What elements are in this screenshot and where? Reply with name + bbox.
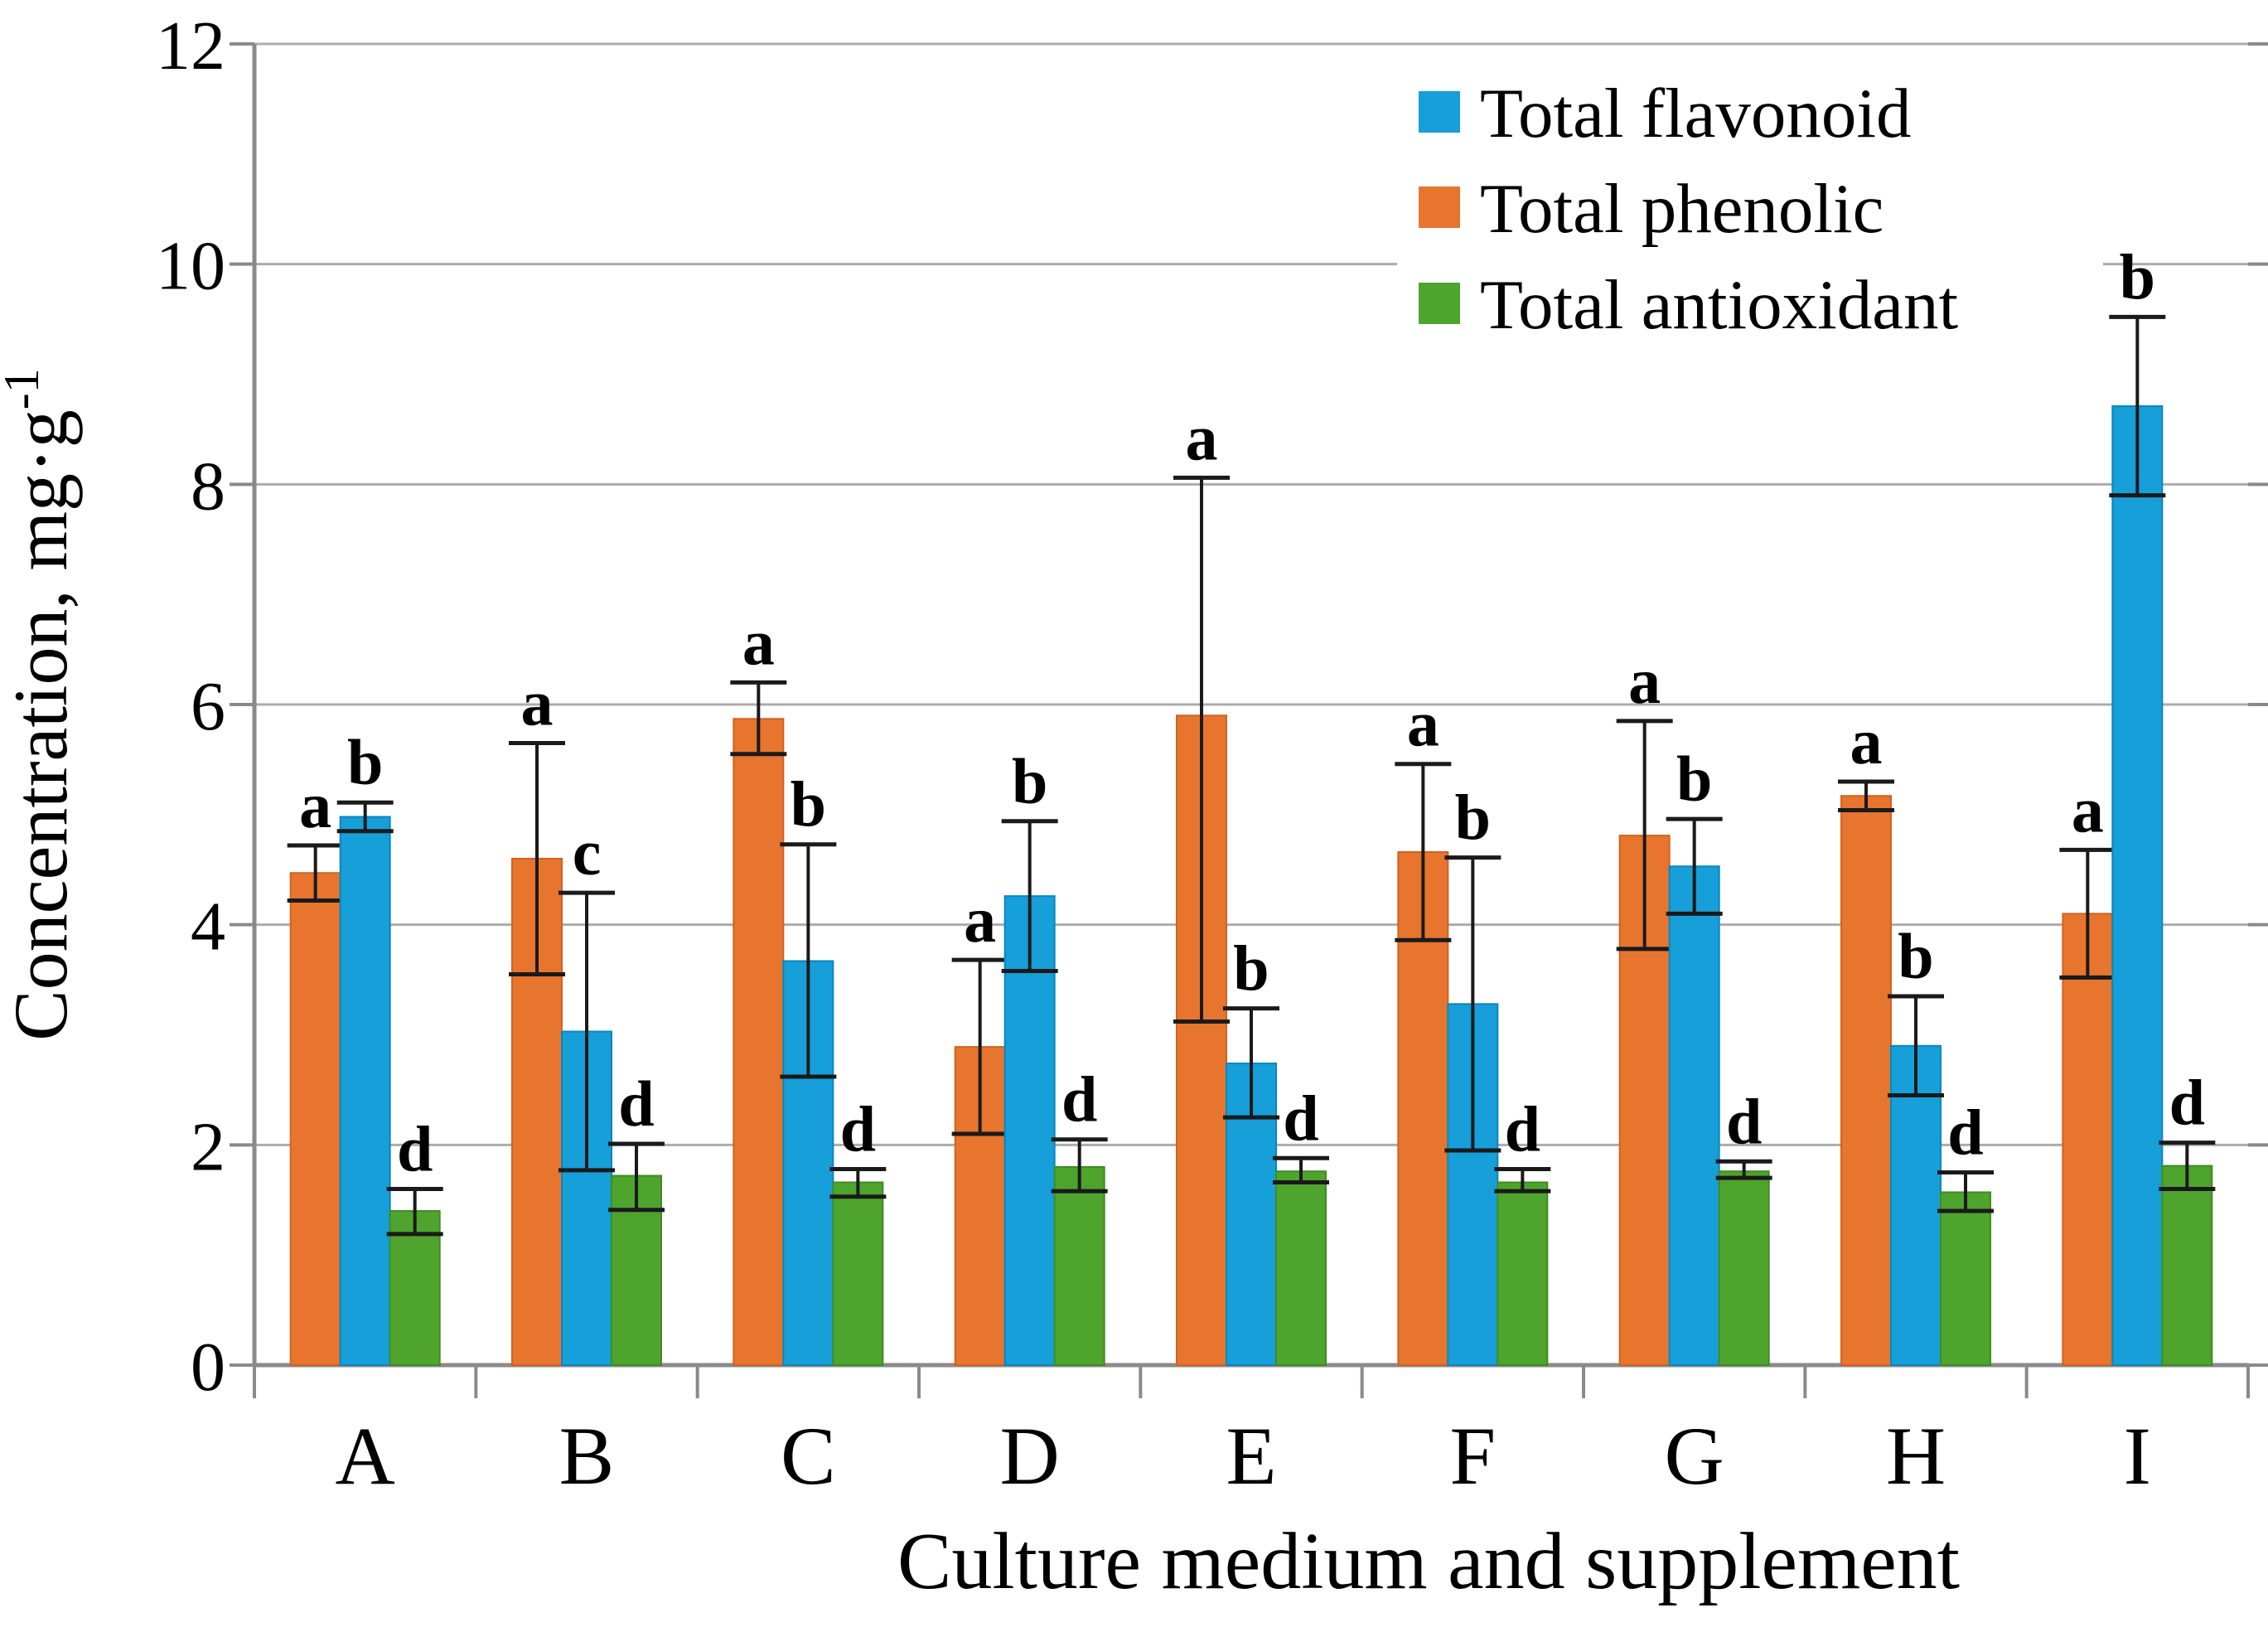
- bar-total-phenolic-I: [2062, 913, 2114, 1366]
- bar-total-antioxidant-C: [832, 1181, 884, 1367]
- y-tick-label-6: 6: [191, 668, 225, 745]
- sig-letter-G-a: a: [1628, 645, 1661, 717]
- bar-total-flavonoid-H: [1890, 1044, 1942, 1366]
- legend-label-total-phenolic: Total phenolic: [1480, 170, 1884, 248]
- sig-letter-F-a: a: [1407, 688, 1439, 760]
- bar-total-flavonoid-G: [1668, 865, 1720, 1366]
- x-category-label-E: E: [1226, 1410, 1276, 1502]
- y-tick-label-8: 8: [191, 448, 225, 525]
- x-category-label-F: F: [1450, 1410, 1497, 1502]
- bar-total-antioxidant-D: [1053, 1165, 1105, 1367]
- sig-letter-F-b: b: [1455, 782, 1491, 854]
- sig-letter-C-a: a: [742, 606, 775, 678]
- legend-label-total-antioxidant: Total antioxidant: [1480, 266, 1958, 344]
- x-category-label-G: G: [1665, 1410, 1724, 1502]
- sig-letter-I-a: a: [2072, 773, 2104, 845]
- bar-total-antioxidant-H: [1940, 1191, 1991, 1366]
- legend-swatch-total-phenolic: [1419, 186, 1460, 228]
- x-category-label-D: D: [1000, 1410, 1060, 1502]
- sig-letter-E-a: a: [1186, 401, 1218, 473]
- y-tick-label-2: 2: [191, 1108, 225, 1185]
- x-category-label-A: A: [336, 1410, 395, 1502]
- sig-letter-D-a: a: [964, 884, 996, 956]
- sig-letter-B-a: a: [521, 666, 554, 739]
- x-category-label-H: H: [1886, 1410, 1946, 1502]
- x-category-label-C: C: [781, 1410, 836, 1502]
- x-category-label-B: B: [559, 1410, 615, 1502]
- bar-total-antioxidant-F: [1497, 1181, 1549, 1367]
- legend-swatch-total-flavonoid: [1419, 91, 1460, 133]
- bar-total-phenolic-A: [289, 872, 341, 1366]
- sig-letter-D-b: b: [1012, 745, 1047, 817]
- sig-letter-A-d: d: [397, 1112, 433, 1184]
- sig-letter-H-a: a: [1850, 705, 1883, 777]
- sig-letter-I-d: d: [2169, 1067, 2205, 1139]
- sig-letter-B-d: d: [618, 1068, 654, 1140]
- legend-swatch-total-antioxidant: [1419, 283, 1460, 324]
- sig-letter-D-d: d: [1061, 1063, 1097, 1136]
- y-tick-label-12: 12: [156, 7, 225, 85]
- bar-total-antioxidant-G: [1718, 1170, 1770, 1367]
- sig-letter-G-b: b: [1676, 743, 1712, 815]
- sig-letter-B-c: c: [573, 816, 602, 889]
- sig-letter-A-b: b: [347, 726, 383, 798]
- sig-letter-C-b: b: [791, 768, 826, 840]
- legend-label-total-flavonoid: Total flavonoid: [1480, 75, 1911, 153]
- y-tick-label-10: 10: [156, 228, 225, 305]
- bar-total-flavonoid-A: [339, 816, 391, 1366]
- sig-letter-H-d: d: [1947, 1097, 1983, 1169]
- sig-letter-C-d: d: [840, 1093, 876, 1165]
- sig-letter-I-b: b: [2120, 240, 2155, 312]
- x-axis-title: Culture medium and supplement: [897, 1517, 1960, 1606]
- sig-letter-G-d: d: [1726, 1085, 1762, 1157]
- x-category-label-I: I: [2124, 1410, 2151, 1502]
- sig-letter-A-a: a: [299, 769, 331, 841]
- y-axis-title: Concentration, mg·g-1: [0, 368, 83, 1040]
- sig-letter-H-b: b: [1898, 920, 1933, 992]
- bar-total-phenolic-C: [733, 718, 785, 1366]
- sig-letter-E-d: d: [1283, 1082, 1318, 1154]
- bar-total-flavonoid-I: [2111, 405, 2164, 1367]
- bar-total-antioxidant-A: [389, 1210, 441, 1366]
- sig-letter-E-b: b: [1233, 932, 1269, 1005]
- y-tick-label-0: 0: [191, 1329, 225, 1406]
- bar-total-phenolic-H: [1840, 795, 1892, 1366]
- legend-background: [1397, 60, 2103, 351]
- sig-letter-F-d: d: [1505, 1093, 1540, 1165]
- bar-total-antioxidant-I: [2161, 1165, 2213, 1366]
- y-tick-label-4: 4: [191, 889, 225, 966]
- bar-total-antioxidant-E: [1275, 1170, 1327, 1367]
